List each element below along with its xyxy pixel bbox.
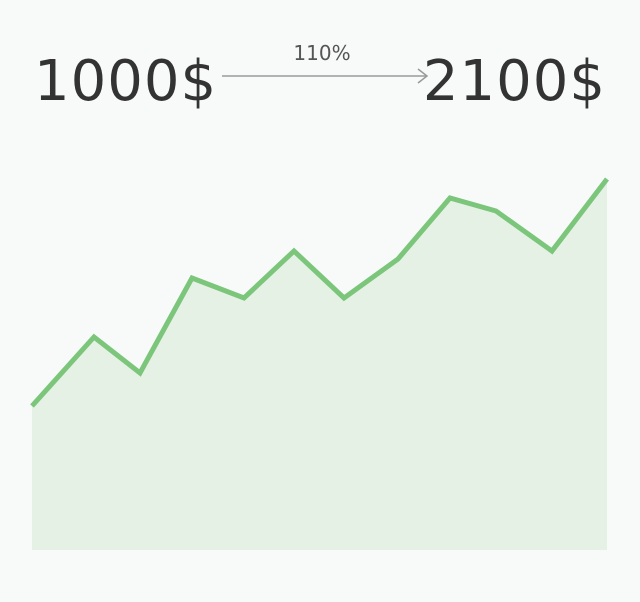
growth-rate: 110% [293, 41, 350, 65]
arrow [222, 68, 429, 84]
growth-line [30, 177, 609, 408]
growth-area [32, 179, 607, 550]
start-amount: 1000$ [34, 49, 217, 114]
end-amount: 2100$ [423, 49, 606, 114]
